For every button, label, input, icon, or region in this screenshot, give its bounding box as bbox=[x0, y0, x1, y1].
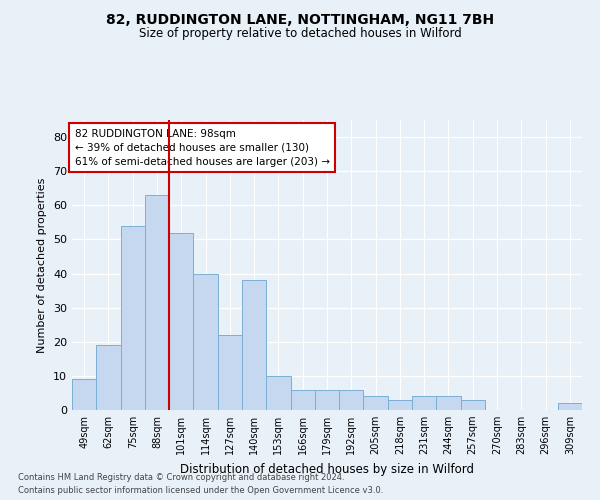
Bar bbox=[121, 226, 145, 410]
Bar bbox=[315, 390, 339, 410]
Bar bbox=[72, 380, 96, 410]
Bar bbox=[96, 345, 121, 410]
Bar bbox=[558, 403, 582, 410]
Bar bbox=[339, 390, 364, 410]
Bar bbox=[412, 396, 436, 410]
Bar bbox=[290, 390, 315, 410]
Text: 82 RUDDINGTON LANE: 98sqm
← 39% of detached houses are smaller (130)
61% of semi: 82 RUDDINGTON LANE: 98sqm ← 39% of detac… bbox=[74, 128, 329, 166]
Bar bbox=[461, 400, 485, 410]
Bar bbox=[388, 400, 412, 410]
Text: 82, RUDDINGTON LANE, NOTTINGHAM, NG11 7BH: 82, RUDDINGTON LANE, NOTTINGHAM, NG11 7B… bbox=[106, 12, 494, 26]
Bar bbox=[169, 232, 193, 410]
Bar bbox=[242, 280, 266, 410]
X-axis label: Distribution of detached houses by size in Wilford: Distribution of detached houses by size … bbox=[180, 462, 474, 475]
Bar bbox=[218, 335, 242, 410]
Text: Size of property relative to detached houses in Wilford: Size of property relative to detached ho… bbox=[139, 28, 461, 40]
Bar bbox=[364, 396, 388, 410]
Y-axis label: Number of detached properties: Number of detached properties bbox=[37, 178, 47, 352]
Text: Contains HM Land Registry data © Crown copyright and database right 2024.: Contains HM Land Registry data © Crown c… bbox=[18, 474, 344, 482]
Text: Contains public sector information licensed under the Open Government Licence v3: Contains public sector information licen… bbox=[18, 486, 383, 495]
Bar bbox=[193, 274, 218, 410]
Bar bbox=[266, 376, 290, 410]
Bar bbox=[145, 195, 169, 410]
Bar bbox=[436, 396, 461, 410]
